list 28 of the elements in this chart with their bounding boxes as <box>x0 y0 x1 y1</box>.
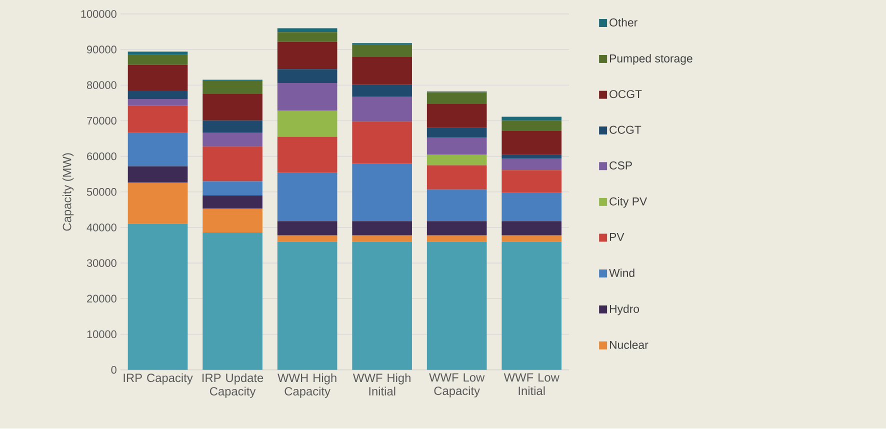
y-tick-label: 30000 <box>86 259 116 268</box>
x-tick-label: IRP Update Capacity <box>202 374 264 398</box>
x-tick-label: WWF Low Capacity <box>429 374 485 398</box>
y-tick-label: 50000 <box>86 188 116 196</box>
legend-label: CSP <box>610 162 632 170</box>
legend-label: PV <box>610 233 624 242</box>
y-tick-label: 60000 <box>87 152 116 160</box>
y-tick-label: 70000 <box>87 117 116 125</box>
legend-label: City PV <box>610 197 648 208</box>
x-tick-label: IRP Capacity <box>124 374 193 385</box>
y-tick-label: 20000 <box>87 294 116 303</box>
y-tick-label: 10000 <box>87 330 116 338</box>
y-tick-label: 100000 <box>81 10 116 18</box>
legend-label: Pumped storage <box>610 54 692 65</box>
y-axis-title: Capacity (MW) <box>62 153 74 231</box>
legend-label: OCGT <box>610 90 642 98</box>
x-tick-label: WWF High Initial <box>352 374 410 396</box>
y-tick-label: 90000 <box>87 46 116 54</box>
y-tick-label: 80000 <box>86 81 116 90</box>
y-tick-label: 40000 <box>86 224 116 232</box>
legend-label: Other <box>610 18 638 27</box>
legend-label: Hydro <box>610 304 640 316</box>
legend-label: CCGT <box>610 126 642 134</box>
x-tick-label: WWH High Capacity <box>278 374 336 398</box>
legend-label: Wind <box>609 268 634 278</box>
y-tick-label: 0 <box>111 366 116 374</box>
x-tick-label: WWF Low Initial <box>504 374 560 396</box>
legend-label: Nuclear <box>610 340 648 350</box>
